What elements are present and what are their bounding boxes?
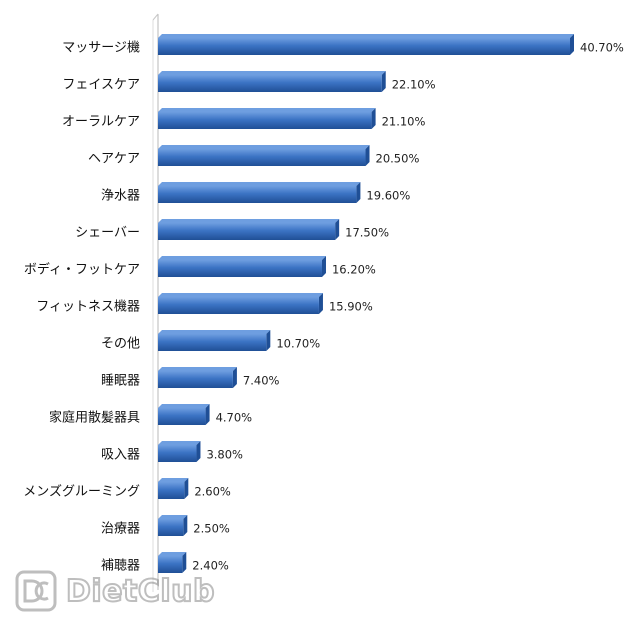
category-label: 家庭用散髪器具 [49,410,140,426]
dc-logo-icon [15,570,57,612]
value-label: 7.40% [243,374,280,388]
watermark-text: DietClub [65,573,216,610]
category-label: その他 [101,337,140,352]
bar [158,552,187,573]
category-label: オーラルケア [62,115,140,130]
bar [158,145,370,166]
bar [158,293,323,314]
y-axis [152,13,159,592]
value-label: 20.50% [376,152,420,166]
bar [158,367,237,388]
category-label: 補聴器 [101,559,140,574]
bar [158,404,210,425]
bar-series [158,34,574,573]
category-label: 吸入器 [101,448,140,463]
category-label: フェイスケア [62,78,140,93]
bar [158,34,574,55]
category-label: メンズグルーミング [23,484,140,500]
value-label: 15.90% [329,300,373,314]
value-label: 2.50% [193,522,230,536]
value-label: 3.80% [206,448,243,462]
value-label: 10.70% [276,337,320,351]
category-label: ヘアケア [88,152,140,167]
value-label: 21.10% [382,115,426,129]
bar [158,71,386,92]
value-label: 22.10% [392,78,436,92]
category-label: 治療器 [101,522,140,537]
watermark: DietClub [14,566,216,616]
bar [158,256,326,277]
value-label: 40.70% [580,41,624,55]
bar [158,515,188,536]
category-label: 浄水器 [101,189,140,204]
category-label: ボディ・フットケア [24,262,140,278]
category-label: フィットネス機器 [36,300,140,315]
bar [158,108,376,129]
value-label: 2.40% [192,559,229,573]
category-label: 睡眠器 [101,374,140,389]
category-label: マッサージ機 [62,41,140,56]
bar [158,478,189,499]
value-label: 16.20% [332,263,376,277]
bar [158,219,340,240]
value-label: 2.60% [194,485,231,499]
category-labels: マッサージ機フェイスケアオーラルケアヘアケア浄水器シェーバーボディ・フットケアフ… [23,41,140,574]
value-label: 19.60% [366,189,410,203]
value-label: 4.70% [216,411,253,425]
value-label: 17.50% [345,226,389,240]
category-label: シェーバー [75,226,140,241]
bar [158,441,201,462]
value-labels: 40.70% 22.10% 21.10% 20.50% 19.60% 17.50% 16.2… [192,41,624,573]
bar [158,182,361,203]
bar [158,330,271,351]
